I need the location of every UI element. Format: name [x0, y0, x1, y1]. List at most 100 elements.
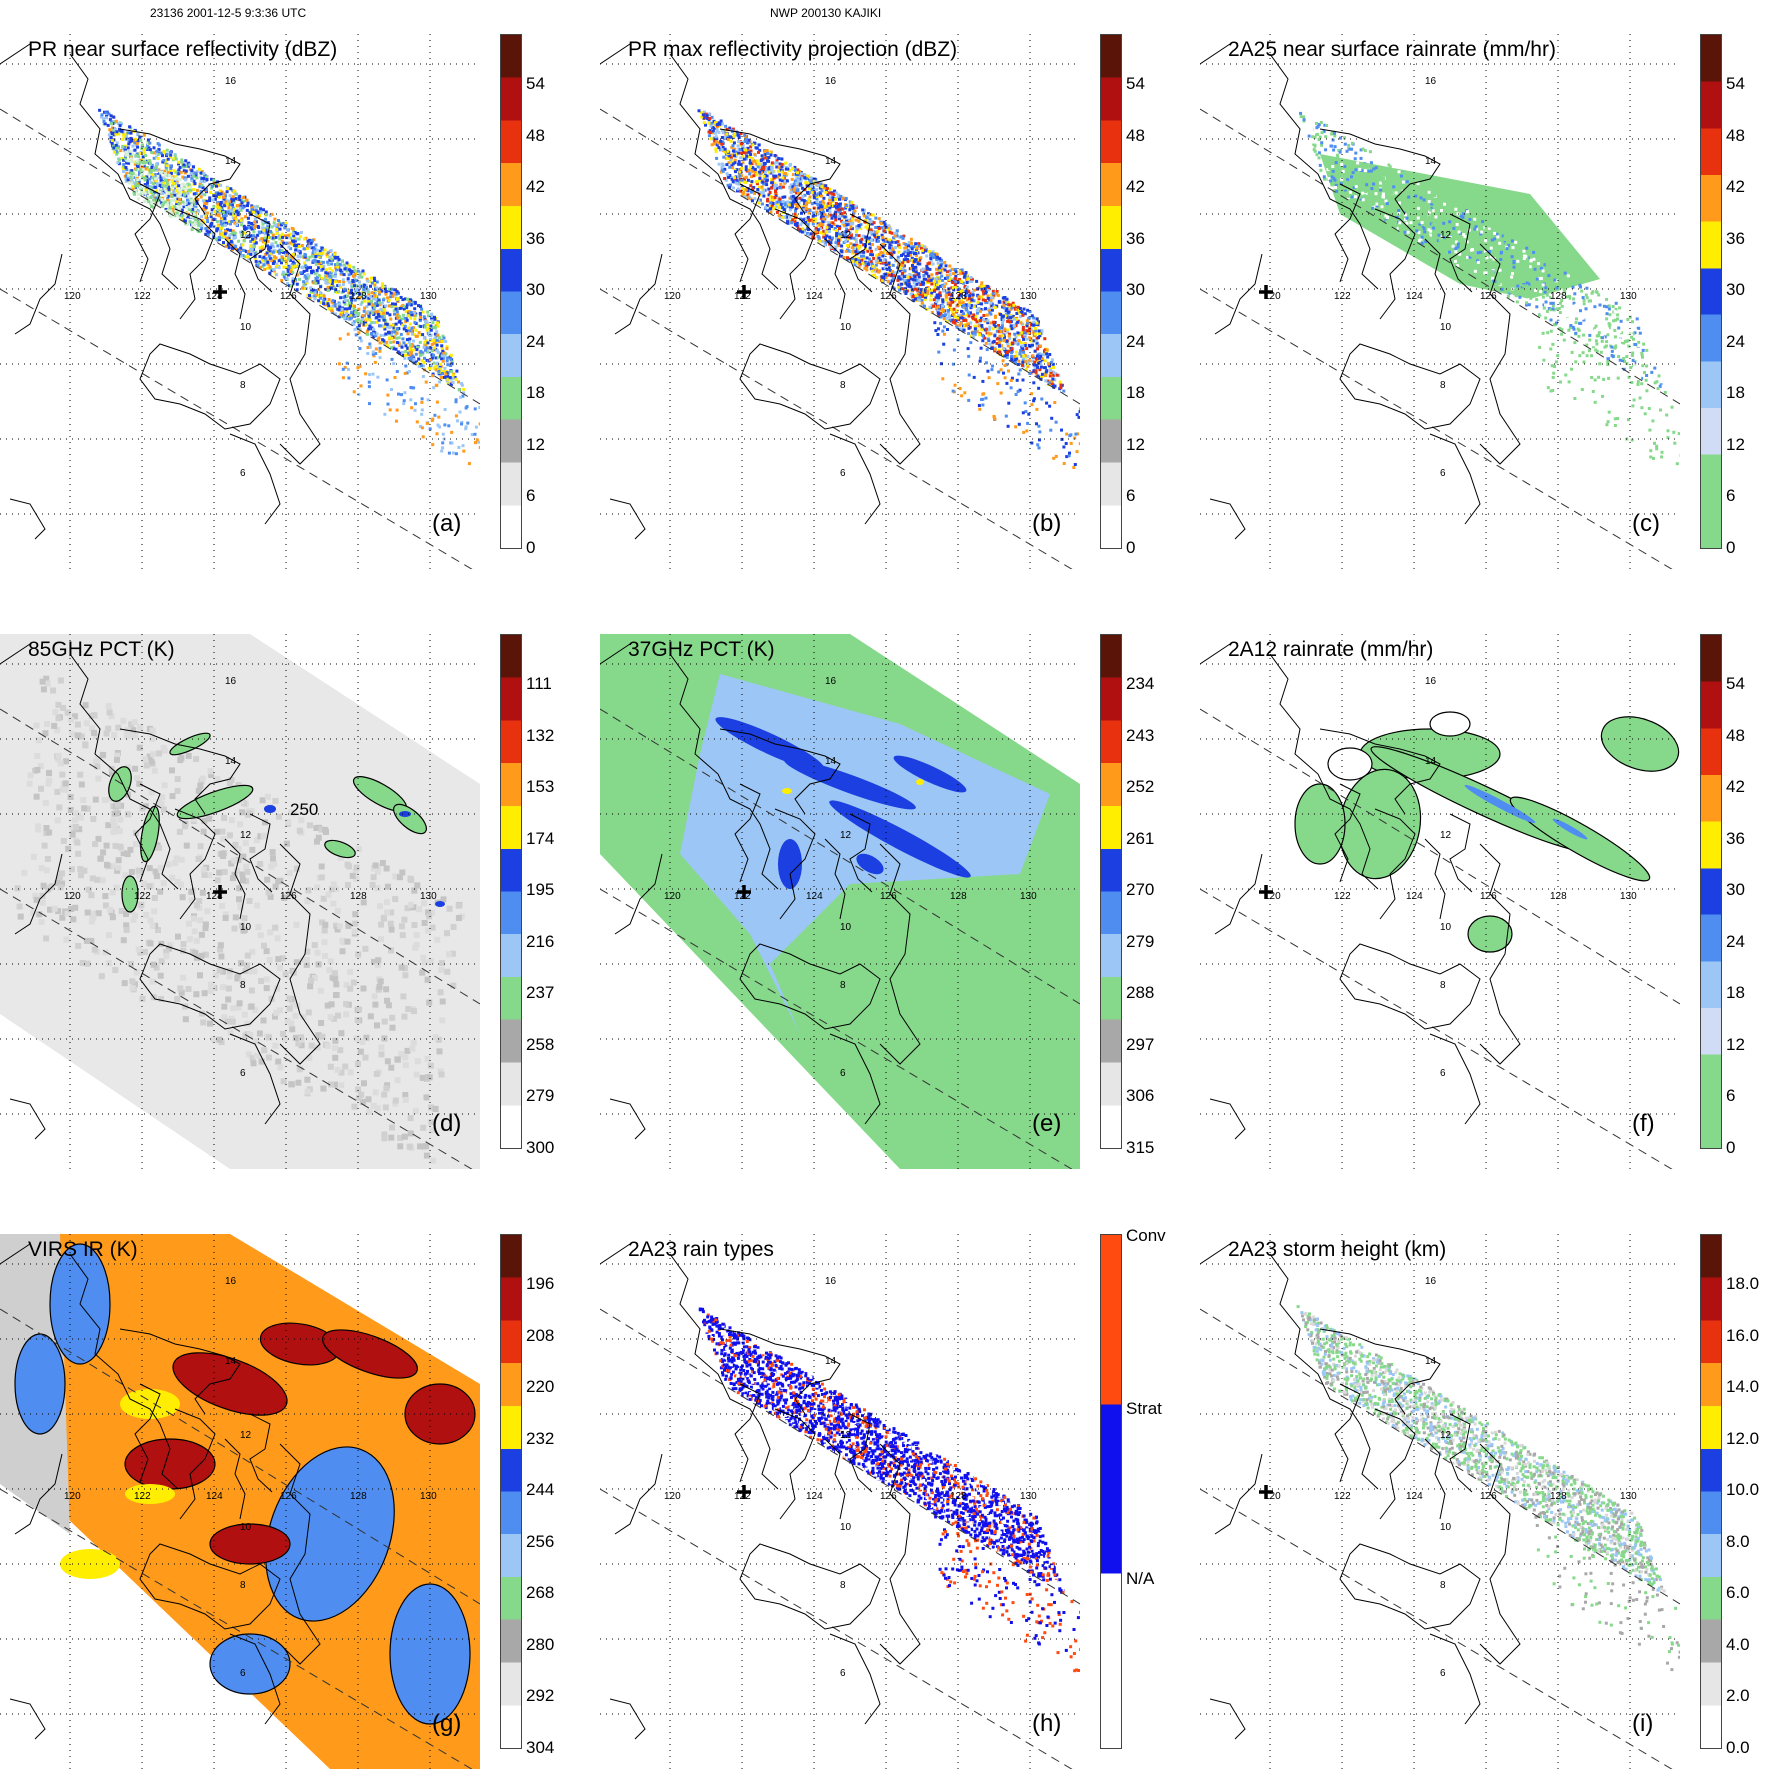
- longitude-label: 124: [1406, 891, 1423, 902]
- coastline: [0, 1243, 321, 1740]
- colorbar-tick: 6: [1726, 1086, 1736, 1105]
- longitude-label: 128: [1550, 1491, 1567, 1502]
- longitude-label: 120: [664, 891, 681, 902]
- orbit-header: 23136 2001-12-5 9:3:36 UTC: [150, 6, 307, 20]
- colorbar-tick: 30: [526, 280, 545, 299]
- colorbar-tick: 292: [526, 1686, 555, 1705]
- latitude-label: 6: [240, 1668, 246, 1679]
- longitude-label: 130: [1620, 891, 1637, 902]
- graticule: [600, 634, 1080, 1169]
- longitude-label: 126: [280, 291, 297, 302]
- pct85-deep-convection: [264, 805, 445, 907]
- longitude-label: 126: [280, 891, 297, 902]
- rainrate-2a12-heavy: [1464, 784, 1588, 840]
- longitude-label: 130: [420, 291, 437, 302]
- colorbar-tick: 315: [1126, 1137, 1155, 1157]
- latitude-label: 6: [1440, 1068, 1446, 1079]
- graticule: [1200, 1234, 1680, 1769]
- longitude-label: 128: [1550, 891, 1567, 902]
- latitude-label: 6: [1440, 1668, 1446, 1679]
- colorbar-tick: 174: [526, 828, 555, 848]
- latitude-label: 6: [240, 468, 246, 479]
- coastline: [600, 1243, 921, 1740]
- rainrate-pixels: [1299, 111, 1667, 394]
- colorbar-tick: 48: [1126, 125, 1145, 145]
- graticule: [0, 34, 480, 569]
- longitude-label: 120: [64, 891, 81, 902]
- longitude-label: 130: [420, 1491, 437, 1502]
- colorbar-tick: 6: [1126, 486, 1136, 505]
- longitude-label: 124: [1406, 1491, 1423, 1502]
- panel-label: (i): [1632, 1710, 1654, 1737]
- swath-edge-lines: [600, 708, 1080, 1169]
- colorbar-tick: 24: [1726, 931, 1745, 951]
- graticule: [0, 1234, 480, 1769]
- colorbar: [1700, 34, 1722, 549]
- longitude-label: 126: [880, 891, 897, 902]
- colorbar-tick: 6.0: [1726, 1583, 1750, 1602]
- latitude-label: 14: [1425, 1356, 1437, 1367]
- graticule: [0, 634, 480, 1169]
- latitude-label: 10: [240, 922, 252, 933]
- latitude-label: 6: [1440, 468, 1446, 479]
- colorbar-tick: 0: [526, 537, 536, 557]
- colorbar-ticks: 196 208 220 232 244 256 268 280 292 304: [526, 1234, 580, 1757]
- longitude-label: 126: [1480, 291, 1497, 302]
- coastline: [600, 43, 921, 540]
- panel-label: (b): [1032, 510, 1062, 537]
- rainrate-2a12-holes: [1327, 711, 1471, 781]
- latitude-label: 6: [840, 1668, 846, 1679]
- longitude-label: 126: [280, 1491, 297, 1502]
- longitude-label: 126: [1480, 891, 1497, 902]
- panel-label: (a): [432, 510, 462, 537]
- panel-i-map: 120 122 124 126 128 130 16 14 12 10 8 6: [1200, 1234, 1680, 1769]
- latitude-label: 10: [1440, 922, 1452, 933]
- latitude-label: 12: [840, 230, 852, 241]
- colorbar-tick: 8.0: [1726, 1531, 1750, 1551]
- colorbar-ticks: Conv Strat N/A: [1126, 1226, 1180, 1749]
- colorbar-tick: 0: [1726, 537, 1736, 557]
- latitude-label: 12: [840, 1430, 852, 1441]
- latitude-label: 16: [225, 76, 237, 87]
- panel-label: (d): [432, 1110, 462, 1137]
- longitude-label: 126: [880, 1491, 897, 1502]
- latitude-label: 8: [840, 380, 846, 391]
- colorbar-ticks: 54 48 42 36 30 24 18 12 6 0: [1726, 634, 1771, 1157]
- colorbar-tick: 256: [526, 1531, 555, 1551]
- longitude-label: 128: [950, 291, 967, 302]
- latitude-label: 12: [240, 830, 252, 841]
- colorbar-tick: 12: [1726, 1034, 1745, 1054]
- pr-scattered-echoes: [337, 313, 480, 466]
- colorbar-tick: 12.0: [1726, 1428, 1760, 1448]
- swath-edge-lines: [0, 1308, 480, 1769]
- latitude-label: 14: [225, 156, 237, 167]
- colorbar-tick: 54: [1126, 74, 1145, 93]
- colorbar-tick: 279: [526, 1086, 555, 1105]
- longitude-label: 130: [1020, 891, 1037, 902]
- latitude-label: 12: [240, 230, 252, 241]
- latitude-label: 12: [840, 830, 852, 841]
- graticule: [600, 1234, 1080, 1769]
- storm-height-pixels: [1296, 1305, 1666, 1593]
- longitude-label: 120: [64, 291, 81, 302]
- longitude-label: 124: [806, 891, 823, 902]
- colorbar-tick: 18: [1126, 383, 1145, 402]
- latitude-label: 14: [825, 756, 837, 767]
- colorbar-tick: 54: [1726, 74, 1745, 93]
- colorbar-tick: 42: [526, 177, 545, 196]
- longitude-label: 128: [1550, 291, 1567, 302]
- longitude-label: 122: [1334, 1491, 1351, 1502]
- latitude-label: 8: [1440, 980, 1446, 991]
- longitude-label: 130: [1620, 291, 1637, 302]
- storm-center-cross-icon: [737, 885, 751, 899]
- latitude-label: 14: [225, 1356, 237, 1367]
- latitude-label: 16: [1425, 1276, 1437, 1287]
- panel-title: PR near surface reflectivity (dBZ): [28, 38, 338, 61]
- colorbar-tick: N/A: [1126, 1569, 1155, 1588]
- panel-f-map: 120 122 124 126 128 130 16 14 12 10 8 6: [1200, 634, 1680, 1169]
- longitude-label: 128: [950, 891, 967, 902]
